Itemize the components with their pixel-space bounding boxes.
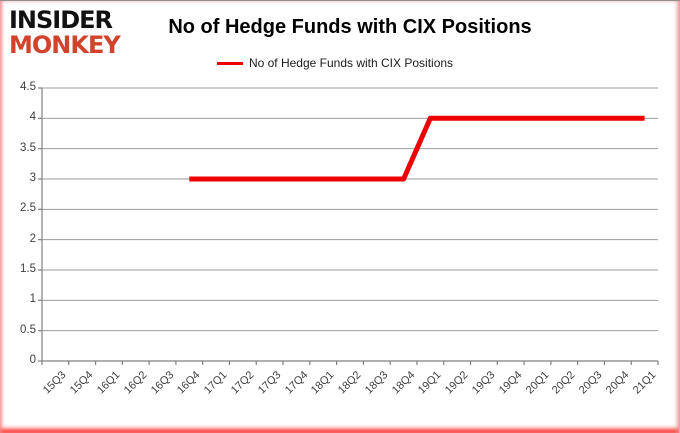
y-tick-label: 1.5 [20,263,36,275]
legend-label: No of Hedge Funds with CIX Positions [248,56,454,70]
y-tick-label: 1 [29,293,36,306]
logo-text-insider: INSIDER [9,6,113,34]
y-tick-label: 2 [29,232,36,245]
y-tick-label: 4 [29,111,36,124]
chart-title: No of Hedge Funds with CIX Positions [168,16,532,38]
y-tick-label: 3 [29,172,36,184]
y-tick-label: 3.5 [20,141,36,154]
logo-text-monkey: MONKEY [9,31,121,59]
insider-monkey-logo: INSIDER MONKEY [9,6,121,59]
y-tick-label: 2.5 [20,202,36,215]
y-tick-label: 4.5 [20,81,36,93]
y-tick-label: 0.5 [20,323,36,336]
y-tick-label: 0 [29,354,36,366]
legend: No of Hedge Funds with CIX Positions [125,56,545,70]
legend-line-swatch [216,61,243,65]
series-line [189,115,645,182]
